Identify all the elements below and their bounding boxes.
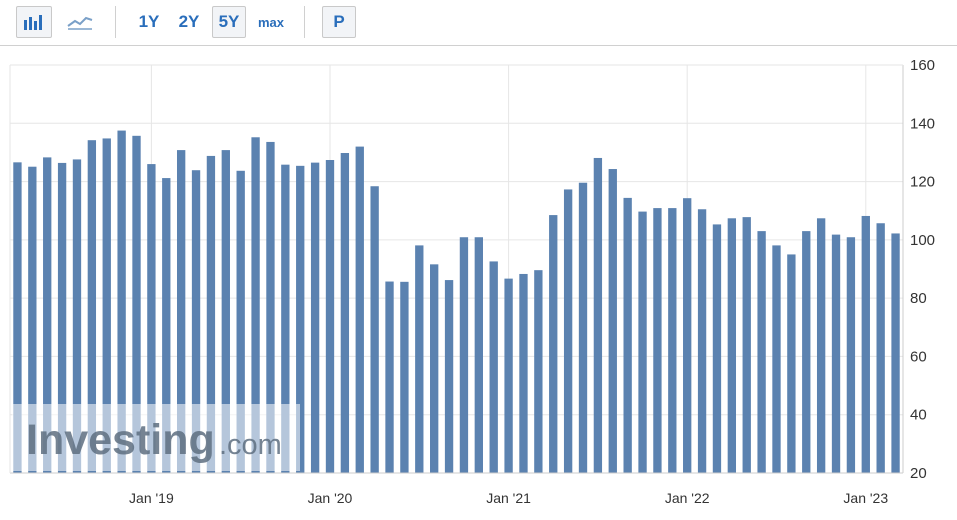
bar	[266, 141, 275, 473]
bar	[831, 234, 841, 473]
x-tick-label: Jan '23	[843, 490, 888, 506]
bar	[534, 270, 543, 473]
bar	[385, 281, 394, 473]
watermark-backdrop	[12, 404, 300, 471]
bar	[787, 254, 796, 473]
x-tick-label: Jan '20	[308, 490, 353, 506]
investing-watermark: Investing .com	[12, 404, 300, 471]
bar	[608, 169, 617, 473]
bar	[355, 146, 364, 473]
x-tick-label: Jan '21	[486, 490, 531, 506]
bar	[147, 164, 156, 473]
y-tick-label: 100	[910, 232, 935, 249]
bar	[102, 138, 111, 473]
bar	[13, 162, 22, 473]
axes-layer: 20 40 60 80 100 120 140 160 Jan '19 Jan '20 Jan '2…	[9, 57, 935, 506]
bar	[802, 231, 811, 473]
bar	[653, 208, 662, 473]
y-tick-label: 140	[910, 115, 935, 132]
bar	[846, 237, 856, 473]
y-tick-label: 120	[910, 174, 935, 191]
bar	[176, 150, 186, 473]
x-tick-label: Jan '22	[665, 490, 710, 506]
bar	[519, 273, 528, 473]
toolbar-divider	[304, 6, 305, 38]
line-chart-button[interactable]	[62, 6, 98, 38]
range-5y-button[interactable]: 5Y	[212, 6, 246, 38]
bar	[221, 150, 230, 473]
bar	[296, 165, 305, 473]
bar	[638, 211, 647, 474]
bar	[206, 155, 216, 473]
watermark-brand: Investing	[26, 416, 215, 464]
bar	[370, 186, 379, 473]
bar	[459, 237, 469, 473]
bar	[772, 245, 781, 473]
bar-chart-icon	[24, 15, 42, 30]
bar	[578, 182, 588, 474]
bar	[668, 208, 677, 473]
bar	[281, 164, 290, 473]
bar	[340, 153, 350, 474]
bar	[727, 218, 737, 473]
bar	[474, 237, 483, 473]
bar	[563, 189, 573, 473]
bar	[593, 157, 603, 474]
y-tick-label: 40	[910, 407, 927, 424]
bar	[891, 233, 900, 473]
y-tick-label: 20	[910, 465, 927, 482]
bar	[28, 166, 37, 474]
bar	[549, 215, 558, 474]
bar	[310, 162, 320, 473]
bar	[623, 197, 632, 474]
chart-toolbar: 1Y 2Y 5Y max P	[0, 0, 957, 46]
bar	[742, 217, 751, 473]
bar	[400, 281, 409, 473]
bar	[816, 218, 826, 473]
bar-chart: Investing .com 20 40 60 80 100 120 140 160 Jan '…	[9, 57, 935, 506]
range-max-button[interactable]: max	[257, 14, 285, 30]
bar-chart-button[interactable]	[16, 6, 52, 38]
line-chart-icon	[67, 16, 93, 30]
bar	[697, 209, 707, 473]
bar	[117, 130, 126, 474]
bar	[325, 160, 335, 473]
bar	[876, 223, 885, 473]
bar	[236, 170, 245, 473]
bar	[43, 157, 52, 473]
range-1y-button[interactable]: 1Y	[138, 12, 160, 31]
x-tick-label: Jan '19	[129, 490, 174, 506]
bar	[757, 231, 766, 473]
bar	[444, 280, 454, 473]
p-button[interactable]: P	[322, 6, 356, 38]
bar	[430, 264, 439, 473]
watermark-suffix: .com	[219, 429, 282, 461]
y-tick-label: 80	[910, 290, 927, 307]
bar	[415, 245, 424, 473]
bar	[162, 178, 171, 473]
bar	[132, 135, 141, 473]
bar	[251, 137, 260, 473]
y-tick-label: 60	[910, 348, 927, 365]
bar	[683, 198, 692, 473]
bar	[57, 162, 67, 474]
bar	[87, 140, 97, 473]
bar	[489, 261, 498, 473]
bar	[191, 170, 201, 473]
bar	[72, 159, 82, 473]
y-tick-label: 160	[910, 57, 935, 74]
bars-layer	[13, 130, 900, 474]
range-2y-button[interactable]: 2Y	[178, 12, 200, 31]
toolbar-divider	[115, 6, 116, 38]
bar	[861, 215, 870, 473]
bar	[504, 278, 513, 473]
bar	[712, 224, 722, 473]
